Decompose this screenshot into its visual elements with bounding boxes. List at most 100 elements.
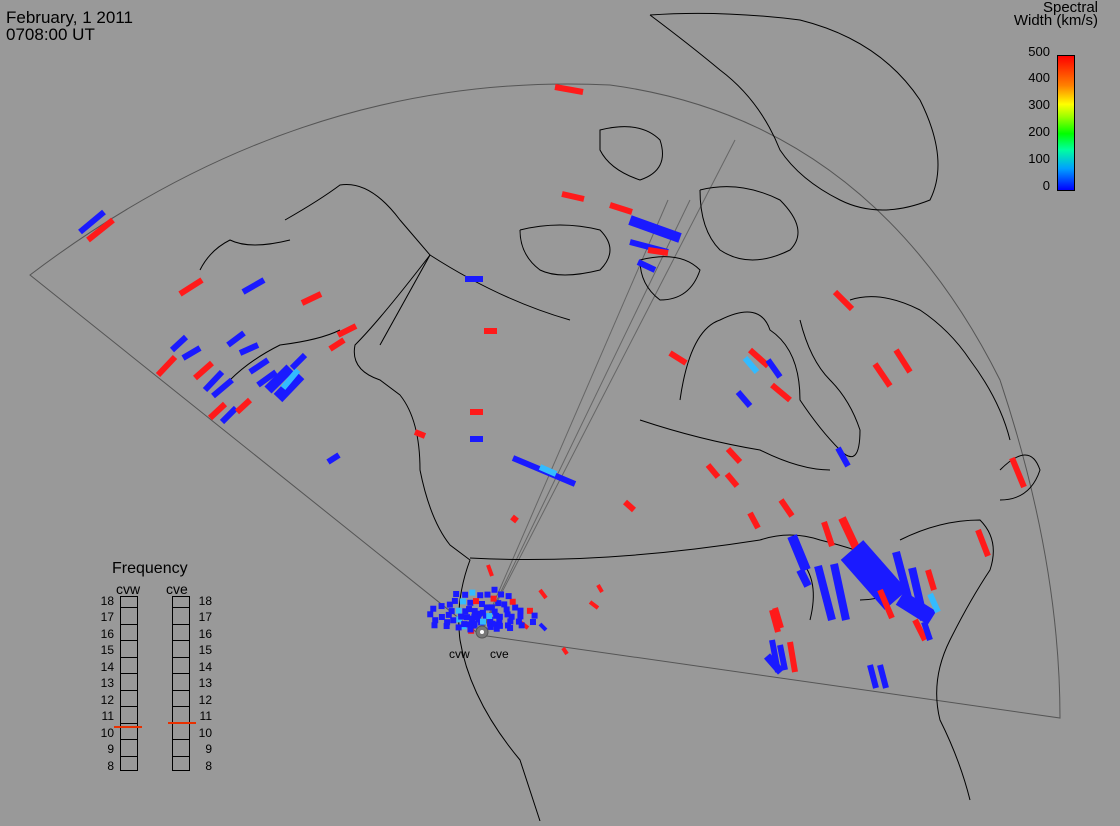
frequency-label-right: 17 (198, 610, 212, 625)
frequency-label-left: 9 (107, 742, 114, 757)
echo-tile (462, 608, 469, 615)
echo-tile (446, 601, 453, 608)
echo-tile (264, 364, 294, 394)
colorbar-title-line2: Width (km/s) (1013, 12, 1098, 29)
echo-tile (921, 621, 933, 641)
echo-tile (202, 369, 225, 393)
frequency-cell-divider (121, 656, 137, 658)
colorbar-tick-300: 300 (1028, 97, 1050, 112)
fov-divider-1 (479, 139, 736, 636)
echo-tile (538, 464, 558, 477)
echo-tile (484, 591, 491, 598)
echo-tile (178, 277, 204, 297)
echo-tile (471, 621, 478, 628)
echo-tile (1009, 456, 1027, 489)
echo-tile (538, 588, 548, 600)
echo-tile (647, 247, 669, 256)
frequency-cell-divider (121, 706, 137, 708)
echo-tile (488, 604, 495, 611)
echo-tile (491, 586, 498, 593)
echo-tile (461, 621, 468, 628)
echo-tile (777, 644, 788, 671)
echo-tile (778, 498, 795, 518)
echo-tile (300, 291, 323, 306)
echo-tile (155, 354, 178, 378)
frequency-cell-divider (121, 607, 137, 609)
colorbar-tick-500: 500 (1028, 44, 1050, 59)
frequency-label-right: 16 (198, 626, 212, 641)
echo-tile (787, 641, 798, 673)
echo-tile (772, 607, 784, 629)
echo-tile (451, 597, 458, 604)
echo-tile (814, 564, 836, 622)
echo-tile (526, 607, 533, 614)
frequency-label-left: 17 (100, 610, 114, 625)
frequency-radar-cve: cve (166, 581, 188, 597)
frequency-label-right: 15 (198, 643, 212, 658)
echo-tile (241, 277, 266, 295)
echo-tile (479, 601, 485, 607)
echo-tile (471, 608, 478, 615)
frequency-label-left: 18 (100, 594, 114, 608)
colorbar-tick-400: 400 (1028, 70, 1050, 85)
echo-tile (835, 446, 851, 468)
echo-tile (787, 534, 811, 572)
frequency-cell-divider (121, 623, 137, 625)
echo-tile (211, 377, 234, 399)
frequency-column-cvw (120, 596, 138, 771)
echo-tile (515, 618, 522, 625)
echo-tile (742, 356, 760, 374)
echo-tile (444, 619, 451, 626)
echo-tile (413, 429, 427, 439)
echo-tile (466, 606, 473, 613)
colorbar-tick-0: 0 (1042, 178, 1050, 193)
echo-tile (493, 612, 500, 619)
echo-tile (427, 611, 434, 618)
echo-tile (475, 616, 482, 623)
colorbar-scale (1057, 55, 1075, 191)
frequency-radar-cvw: cvw (116, 581, 141, 597)
echo-tile (588, 600, 600, 610)
echo-tile (517, 607, 524, 614)
echo-tile (770, 382, 792, 403)
echo-tile (445, 611, 452, 618)
echo-tile (256, 369, 278, 388)
echo-tile (432, 617, 439, 624)
frequency-cell-divider (173, 623, 189, 625)
echo-tile (471, 613, 478, 620)
echo-tile (895, 591, 937, 625)
echo-tile (462, 591, 469, 598)
echo-tile (219, 405, 239, 425)
echo-tile (480, 618, 487, 625)
echo-tile (486, 613, 493, 620)
frequency-cell-divider (173, 640, 189, 642)
frequency-label-right: 18 (198, 594, 212, 608)
echo-tile (78, 209, 106, 235)
time-label: 0708:00 UT (6, 25, 95, 44)
frequency-cell-divider (121, 673, 137, 675)
frequency-label-left: 14 (100, 659, 114, 674)
echo-tile (529, 619, 536, 626)
frequency-label-left: 11 (101, 709, 114, 724)
frequency-label-right: 11 (199, 709, 212, 724)
echo-tile (832, 289, 855, 312)
echo-tile (487, 616, 494, 623)
colorbar-title-line1: Spectral (1042, 0, 1098, 16)
echo-tile (830, 563, 850, 621)
echo-tile (181, 345, 202, 361)
frequency-cell-divider (173, 656, 189, 658)
frequency-label-right: 10 (198, 725, 212, 740)
echo-tile (867, 664, 879, 689)
echo-tile (438, 613, 445, 620)
echo-tile (430, 605, 437, 612)
echo-tile (328, 337, 346, 352)
echo-tile (893, 348, 913, 374)
frequency-cell-divider (173, 673, 189, 675)
echo-tile (493, 625, 500, 632)
echo-tile (725, 446, 743, 465)
echo-tile (838, 516, 862, 554)
echo-tile (336, 323, 358, 338)
echo-tile (765, 358, 783, 379)
